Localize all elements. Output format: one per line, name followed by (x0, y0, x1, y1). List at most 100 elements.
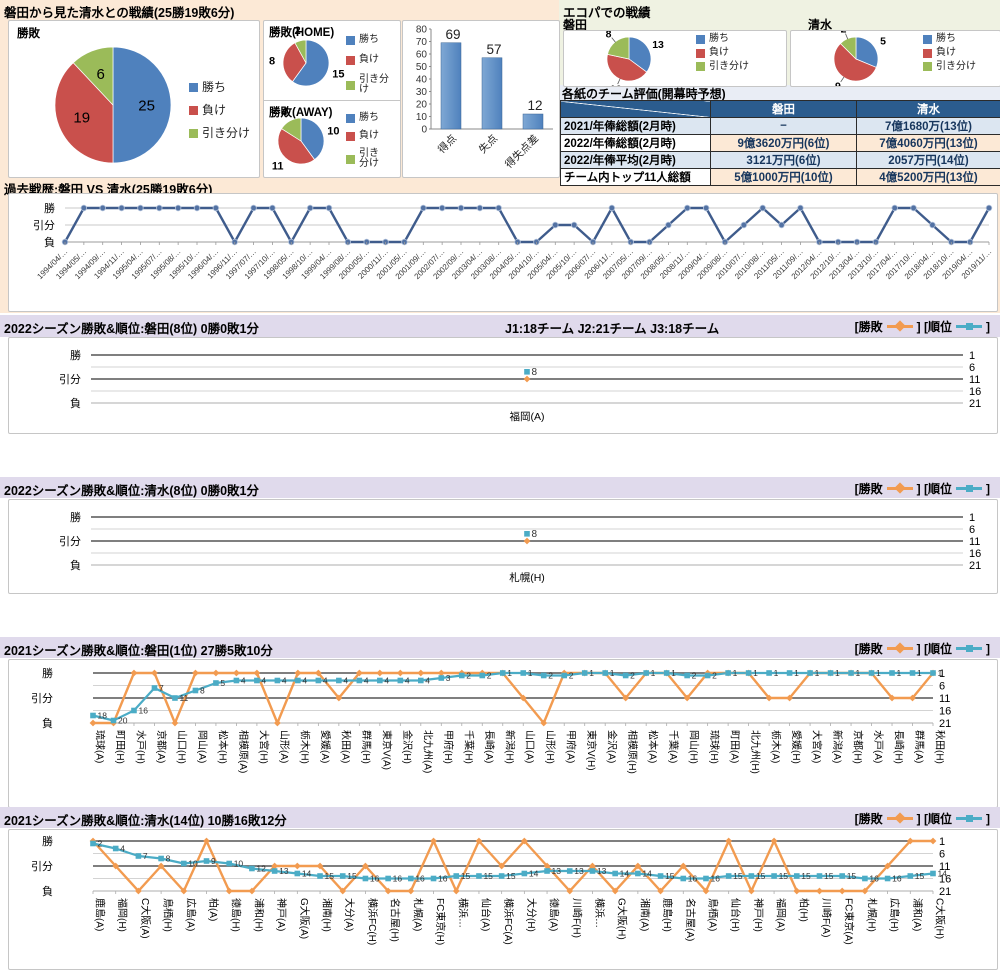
history-marker (703, 205, 709, 211)
rank-marker-icon (956, 321, 982, 332)
value-cell: 5億1000万円(10位) (711, 169, 857, 186)
rank-marker (111, 718, 117, 724)
svg-text:福岡(A): 福岡(A) (775, 898, 788, 931)
legend-swatch (923, 49, 932, 58)
rank-series (93, 673, 933, 721)
ecopa-shimizu-pie-chart: 592 (791, 31, 921, 86)
svg-text:負: 負 (70, 559, 81, 572)
svg-text:4: 4 (302, 676, 307, 686)
history-marker (741, 222, 747, 228)
legend-swatch (189, 106, 198, 115)
svg-text:大宮(H): 大宮(H) (257, 730, 270, 764)
svg-text:60: 60 (416, 50, 428, 61)
rank-marker (930, 871, 936, 877)
league-team-counts: J1:18チーム J2:21チーム J3:18チーム (505, 318, 719, 337)
svg-text:21: 21 (969, 398, 981, 410)
svg-text:4: 4 (282, 106, 289, 118)
series-legend: [勝敗] [順位] (855, 318, 990, 335)
rank-marker (635, 871, 641, 877)
rank-marker (787, 670, 793, 676)
winloss-marker (233, 670, 240, 677)
svg-text:13: 13 (597, 866, 607, 876)
svg-text:栃木(A): 栃木(A) (770, 730, 783, 763)
section-2022-shimizu-header: 2022シーズン勝敗&順位:清水(8位) 0勝0敗1分 [勝敗] [順位] (0, 477, 1000, 498)
winloss-marker (274, 720, 281, 727)
svg-text:引分: 引分 (33, 218, 55, 232)
svg-text:長崎(A): 長崎(A) (483, 730, 496, 763)
winloss-marker (294, 863, 301, 870)
rank-marker (131, 708, 137, 714)
legend-item: 引き分け (923, 62, 976, 73)
rank-marker (336, 678, 342, 684)
svg-text:11: 11 (179, 693, 188, 703)
svg-text:0: 0 (421, 125, 427, 136)
svg-text:大分(A): 大分(A) (343, 898, 356, 931)
rank-marker (590, 868, 596, 874)
legend-swatch (923, 35, 932, 44)
svg-text:2: 2 (294, 25, 300, 37)
svg-text:仙台(A): 仙台(A) (479, 898, 492, 931)
rank-marker (725, 670, 731, 676)
svg-text:12: 12 (256, 864, 266, 874)
legend-rank-label: ] [順位 (917, 480, 952, 497)
svg-text:広島(H): 広島(H) (888, 898, 901, 932)
svg-text:浦和(H): 浦和(H) (252, 898, 265, 932)
svg-text:11: 11 (969, 536, 980, 548)
winloss-marker (397, 670, 404, 677)
legend-close-bracket: ] (986, 482, 990, 496)
svg-text:1: 1 (939, 836, 945, 848)
rank-marker (680, 876, 686, 882)
svg-text:14: 14 (938, 869, 948, 879)
svg-text:6: 6 (939, 849, 945, 861)
rank-marker (544, 868, 550, 874)
svg-text:勝: 勝 (44, 201, 55, 215)
svg-text:8: 8 (532, 529, 538, 540)
svg-text:7: 7 (159, 683, 164, 693)
svg-text:負: 負 (42, 885, 53, 898)
rank-marker (520, 670, 526, 676)
svg-text:9: 9 (211, 856, 216, 866)
svg-text:50: 50 (416, 62, 428, 73)
svg-text:山口(H): 山口(H) (175, 730, 187, 764)
legend-item: 引き分け (346, 75, 398, 97)
legend-item: 負け (189, 104, 250, 117)
history-marker (892, 205, 898, 211)
bar (482, 58, 502, 129)
svg-text:16: 16 (370, 874, 380, 884)
svg-text:57: 57 (486, 42, 501, 57)
legend-swatch (189, 129, 198, 138)
winloss-marker (294, 670, 301, 677)
winloss-marker-icon (887, 643, 913, 654)
svg-text:引分: 引分 (59, 372, 81, 386)
svg-text:6: 6 (939, 681, 945, 693)
legend-close-bracket: ] (986, 320, 990, 334)
svg-text:松本(A): 松本(A) (647, 730, 660, 763)
svg-text:69: 69 (445, 27, 460, 42)
rank-marker (275, 678, 281, 684)
rank-marker (431, 876, 437, 882)
svg-text:1: 1 (753, 668, 758, 678)
svg-text:3: 3 (446, 673, 451, 683)
svg-text:4: 4 (282, 676, 287, 686)
winloss-marker (816, 888, 823, 895)
value-cell: 2057万円(14位) (857, 152, 1000, 169)
svg-text:4: 4 (384, 676, 389, 686)
svg-text:18: 18 (98, 711, 108, 721)
svg-text:8: 8 (166, 854, 171, 864)
section-title: 2022シーズン勝敗&順位:清水(8位) 0勝0敗1分 (4, 480, 259, 499)
svg-text:1: 1 (774, 668, 779, 678)
legend-close-bracket: ] (986, 642, 990, 656)
rank-marker (136, 853, 142, 859)
svg-text:14: 14 (529, 869, 539, 879)
svg-text:栃木(H): 栃木(H) (298, 730, 311, 764)
svg-text:G大阪(H): G大阪(H) (616, 898, 629, 940)
legend-item: 引き分け (189, 127, 250, 140)
svg-text:4: 4 (241, 676, 246, 686)
svg-text:15: 15 (756, 871, 766, 881)
svg-text:山口(A): 山口(A) (524, 730, 536, 763)
svg-text:13: 13 (574, 866, 584, 876)
